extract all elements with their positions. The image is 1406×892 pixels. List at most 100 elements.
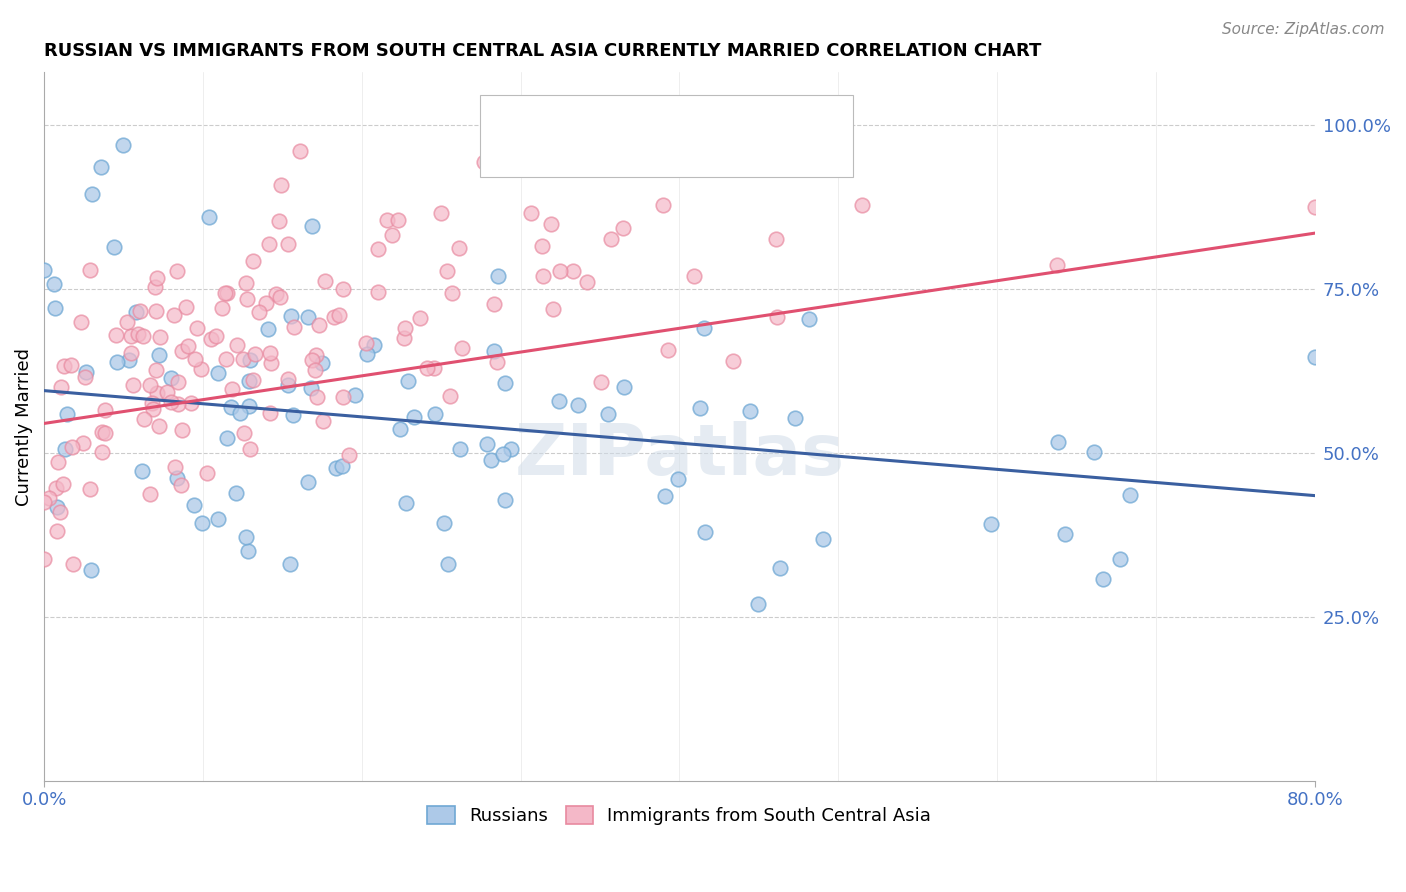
Point — [166, 263, 188, 277]
Point — [238, 399, 260, 413]
Point — [332, 282, 354, 296]
Point — [693, 320, 716, 334]
Point — [62, 558, 84, 572]
Point — [280, 309, 302, 323]
Point — [163, 460, 186, 475]
Point — [314, 274, 336, 288]
Point — [167, 397, 190, 411]
Point — [170, 478, 193, 492]
Point — [567, 398, 589, 412]
Point — [499, 442, 522, 456]
Point — [281, 408, 304, 422]
Point — [139, 378, 162, 392]
Point — [651, 197, 673, 211]
Point — [38, 491, 60, 505]
Point — [191, 516, 214, 530]
Point — [142, 402, 165, 417]
Point — [242, 373, 264, 387]
Point — [747, 597, 769, 611]
Point — [120, 346, 142, 360]
Point — [589, 376, 612, 390]
Point — [769, 561, 792, 575]
Point — [91, 445, 114, 459]
Point — [311, 356, 333, 370]
Point — [172, 343, 194, 358]
Point — [174, 300, 197, 314]
Point — [301, 219, 323, 233]
Point — [170, 424, 193, 438]
Point — [799, 311, 821, 326]
Point — [145, 363, 167, 377]
Point — [387, 212, 409, 227]
Point — [125, 305, 148, 319]
Point — [127, 326, 149, 341]
Point — [449, 442, 471, 457]
Point — [1054, 527, 1077, 541]
Point — [738, 404, 761, 418]
Point — [128, 304, 150, 318]
Point — [60, 440, 83, 454]
Point — [53, 442, 76, 456]
Point — [143, 279, 166, 293]
Point — [613, 379, 636, 393]
Point — [111, 137, 134, 152]
Point — [654, 489, 676, 503]
Point — [422, 361, 444, 376]
Point — [323, 310, 346, 324]
Point — [447, 241, 470, 255]
Point — [299, 381, 322, 395]
Point — [430, 206, 453, 220]
Point — [312, 414, 335, 428]
Point — [44, 301, 66, 315]
Point — [494, 376, 516, 390]
Point — [269, 290, 291, 304]
Point — [766, 310, 789, 324]
Point — [132, 412, 155, 426]
Point — [439, 389, 461, 403]
Text: ZIPatlas: ZIPatlas — [515, 420, 845, 490]
Point — [159, 395, 181, 409]
Point — [49, 380, 72, 394]
Point — [52, 476, 75, 491]
Point — [277, 372, 299, 386]
Point — [689, 401, 711, 415]
Point — [404, 409, 426, 424]
Point — [266, 286, 288, 301]
Point — [254, 296, 277, 310]
Point — [259, 406, 281, 420]
Point — [249, 305, 271, 319]
Point — [131, 464, 153, 478]
Point — [46, 455, 69, 469]
Point — [367, 285, 389, 300]
Point — [141, 395, 163, 409]
Point — [160, 371, 183, 385]
Point — [73, 370, 96, 384]
Point — [395, 496, 418, 510]
Point — [146, 385, 169, 400]
Point — [236, 544, 259, 558]
Point — [486, 355, 509, 369]
Point — [239, 442, 262, 456]
Point — [328, 309, 350, 323]
Point — [32, 495, 55, 509]
Point — [186, 321, 208, 335]
Point — [257, 321, 280, 335]
Point — [229, 406, 252, 420]
Point — [683, 268, 706, 283]
Point — [394, 320, 416, 334]
Text: Source: ZipAtlas.com: Source: ZipAtlas.com — [1222, 22, 1385, 37]
Point — [32, 551, 55, 566]
Point — [180, 396, 202, 410]
Point — [257, 236, 280, 251]
Point — [277, 378, 299, 392]
Point — [115, 315, 138, 329]
Point — [75, 365, 97, 379]
Point — [408, 310, 430, 325]
Point — [72, 436, 94, 450]
Point — [197, 211, 219, 225]
Point — [451, 342, 474, 356]
Point — [440, 285, 463, 300]
Point — [1118, 488, 1140, 502]
Point — [1109, 551, 1132, 566]
Point — [238, 374, 260, 388]
